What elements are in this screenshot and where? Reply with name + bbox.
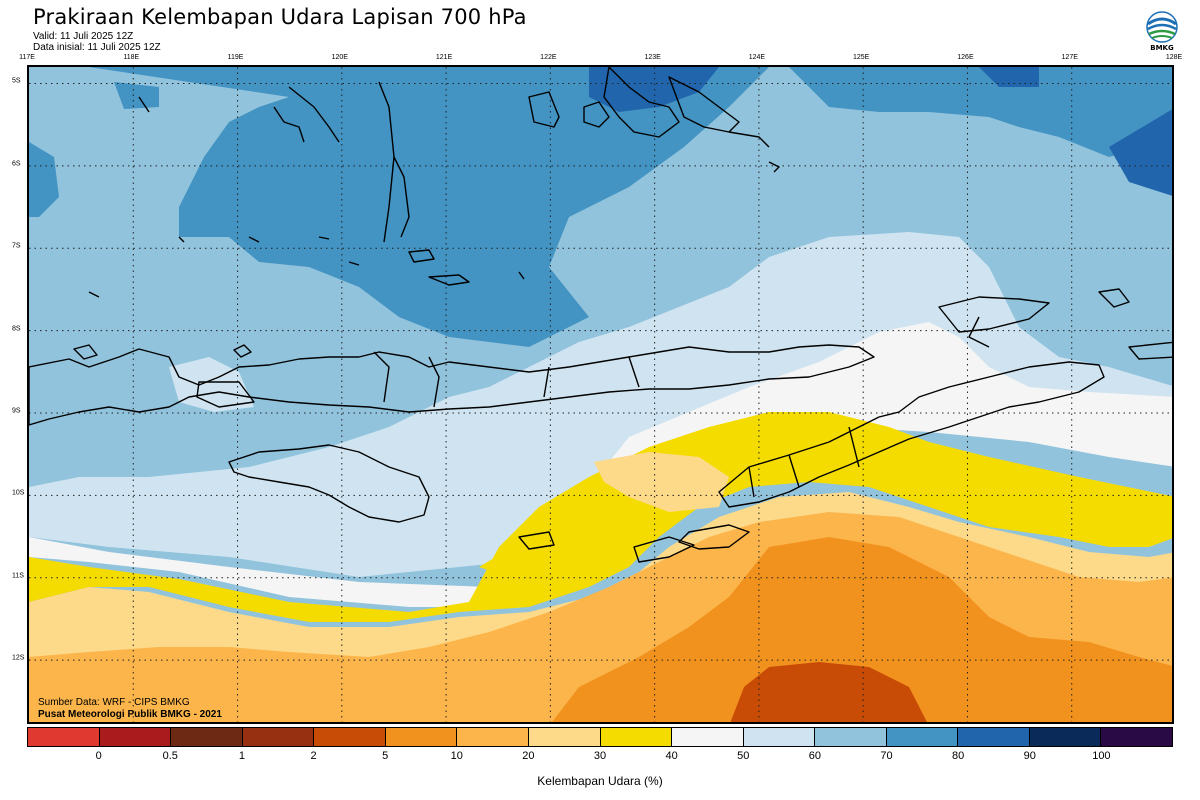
colorbar-swatch bbox=[672, 728, 744, 746]
humidity-band-20-30b bbox=[594, 452, 729, 512]
coastlines bbox=[29, 67, 1172, 563]
colorbar-tick-label: 90 bbox=[1023, 750, 1036, 762]
humidity-map bbox=[27, 65, 1174, 724]
colorbar-swatch bbox=[1101, 728, 1172, 746]
colorbar-tick-label: 1 bbox=[238, 750, 245, 762]
lon-label-121E: 121E bbox=[435, 54, 453, 61]
colorbar-tick-label: 50 bbox=[737, 750, 750, 762]
lon-label-122E: 122E bbox=[540, 54, 557, 61]
lon-label-120E: 120E bbox=[331, 54, 348, 61]
colorbar-tick-label: 2 bbox=[310, 750, 317, 762]
humidity-band-80-90b bbox=[1109, 109, 1172, 196]
colorbar-tick-label: 10 bbox=[450, 750, 463, 762]
lon-label-127E: 127E bbox=[1061, 54, 1078, 61]
colorbar-swatch bbox=[28, 728, 100, 746]
colorbar-swatch bbox=[815, 728, 887, 746]
colorbar-swatch bbox=[385, 728, 458, 746]
humidity-band-70-80c bbox=[809, 117, 999, 187]
lon-label-118E: 118E bbox=[123, 54, 140, 61]
humidity-band-80-90 bbox=[589, 67, 719, 112]
colorbar-swatch bbox=[600, 728, 673, 746]
colorbar-swatch bbox=[314, 728, 386, 746]
colorbar-swatch bbox=[457, 728, 529, 746]
colorbar-tick-label: 0.5 bbox=[162, 750, 178, 762]
lat-label-5S: 5S bbox=[12, 77, 21, 85]
source-data: Sumber Data: WRF - CIPS BMKG bbox=[38, 697, 190, 708]
colorbar-swatch bbox=[242, 728, 315, 746]
bmkg-logo-icon: BMKG bbox=[1143, 10, 1181, 56]
colorbar-tick-label: 20 bbox=[522, 750, 535, 762]
colorbar-swatch bbox=[743, 728, 816, 746]
lon-label-128E: 128E bbox=[1165, 54, 1183, 61]
lat-label-11S: 11S bbox=[12, 572, 24, 580]
lat-label-9S: 9S bbox=[12, 407, 21, 415]
source-publisher: Pusat Meteorologi Publik BMKG - 2021 bbox=[38, 709, 222, 720]
lat-lon-grid bbox=[29, 67, 1172, 722]
valid-time: Valid: 11 Juli 2025 12Z bbox=[33, 31, 134, 42]
colorbar-swatch bbox=[958, 728, 1030, 746]
colorbar-title: Kelembapan Udara (%) bbox=[537, 774, 663, 788]
colorbar-tick-label: 60 bbox=[808, 750, 821, 762]
colorbar-swatch bbox=[528, 728, 601, 746]
colorbar bbox=[27, 727, 1173, 747]
humidity-band-70-80b bbox=[789, 67, 1172, 157]
colorbar-tick-label: 0 bbox=[95, 750, 102, 762]
humidity-band-70-80 bbox=[89, 67, 769, 347]
humidity-band-30-40 bbox=[29, 412, 1172, 622]
lon-label-119E: 119E bbox=[227, 54, 244, 61]
colorbar-tick-label: 70 bbox=[880, 750, 893, 762]
humidity-band-40-50 bbox=[29, 322, 1172, 607]
lat-label-10S: 10S bbox=[12, 489, 25, 497]
lat-label-6S: 6S bbox=[12, 160, 21, 168]
lat-label-12S: 12S bbox=[12, 654, 25, 662]
page-title: Prakiraan Kelembapan Udara Lapisan 700 h… bbox=[33, 5, 527, 29]
colorbar-tick-label: 40 bbox=[665, 750, 678, 762]
colorbar-swatch bbox=[99, 728, 172, 746]
lon-label-117E: 117E bbox=[19, 54, 35, 61]
humidity-band-70-80d bbox=[29, 142, 59, 217]
colorbar-swatch bbox=[1029, 728, 1102, 746]
colorbar-tick-label: 80 bbox=[952, 750, 965, 762]
humidity-contours bbox=[29, 67, 1172, 722]
init-time: Data inisial: 11 Juli 2025 12Z bbox=[33, 42, 161, 53]
humidity-band-5-10 bbox=[552, 537, 1172, 722]
colorbar-tick-label: 5 bbox=[382, 750, 389, 762]
lon-label-124E: 124E bbox=[748, 54, 766, 61]
colorbar-tick-label: 30 bbox=[593, 750, 607, 762]
humidity-band-50-60 bbox=[29, 232, 1172, 577]
colorbar-swatch bbox=[171, 728, 243, 746]
colorbar-swatch bbox=[886, 728, 959, 746]
bmkg-logo-text: BMKG bbox=[1150, 44, 1174, 52]
humidity-band-80-90c bbox=[979, 67, 1039, 87]
lon-label-125E: 125E bbox=[852, 54, 870, 61]
lon-label-123E: 123E bbox=[644, 54, 661, 61]
lon-label-126E: 126E bbox=[957, 54, 974, 61]
colorbar-tick-label: 100 bbox=[1092, 750, 1111, 762]
humidity-band-2-5 bbox=[730, 662, 927, 722]
lat-label-8S: 8S bbox=[12, 325, 21, 333]
humidity-band-70-80e bbox=[114, 82, 159, 109]
lat-label-7S: 7S bbox=[12, 242, 21, 250]
